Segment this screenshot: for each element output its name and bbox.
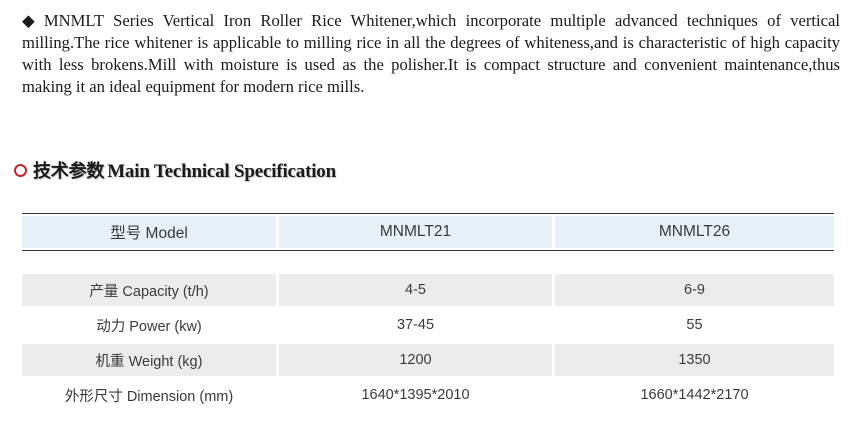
table-row-dimension: 外形尺寸 Dimension (mm) 1640*1395*2010 1660*… <box>22 379 834 411</box>
circle-bullet-icon <box>14 163 27 177</box>
row-label: 外形尺寸 Dimension (mm) <box>64 388 234 405</box>
row-value-mnmlt21: 37-45 <box>396 317 435 333</box>
header-cell-model: 型号 Model <box>22 216 276 248</box>
table-header-row: 型号 Model MNMLT21 MNMLT26 <box>22 216 834 248</box>
row-label: 机重 Weight (kg) <box>22 344 276 376</box>
section-title: 技术参数 Main Technical Specification <box>33 157 336 183</box>
product-description: ◆ MNMLT Series Vertical Iron Roller Rice … <box>22 10 840 98</box>
table-row-power: 动力 Power (kw) 37-45 55 <box>22 309 834 341</box>
row-value-mnmlt26: 6-9 <box>555 274 834 306</box>
table-row-capacity: 产量 Capacity (t/h) 4-5 6-9 <box>22 274 834 306</box>
description-text: MNMLT Series Vertical Iron Roller Rice W… <box>22 11 840 96</box>
row-label: 动力 Power (kw) <box>96 318 202 335</box>
table-header-rule <box>22 250 834 251</box>
header-cell-mnmlt21: MNMLT21 <box>279 216 552 248</box>
row-value-mnmlt26: 1660*1442*2170 <box>640 387 749 403</box>
table-top-rule <box>22 213 834 214</box>
table-row-weight: 机重 Weight (kg) 1200 1350 <box>22 344 834 376</box>
diamond-bullet-icon: ◆ <box>22 11 40 30</box>
section-title-en: Main Technical Specification <box>107 161 336 182</box>
row-value-mnmlt26: 55 <box>686 317 703 333</box>
section-heading: 技术参数 Main Technical Specification <box>14 155 336 185</box>
row-value-mnmlt21: 4-5 <box>279 274 552 306</box>
row-value-mnmlt26: 1350 <box>555 344 834 376</box>
row-label: 产量 Capacity (t/h) <box>22 274 276 306</box>
row-value-mnmlt21: 1640*1395*2010 <box>361 387 470 403</box>
row-value-mnmlt21: 1200 <box>279 344 552 376</box>
header-cell-mnmlt26: MNMLT26 <box>555 216 834 248</box>
section-title-cn: 技术参数 <box>33 161 105 182</box>
